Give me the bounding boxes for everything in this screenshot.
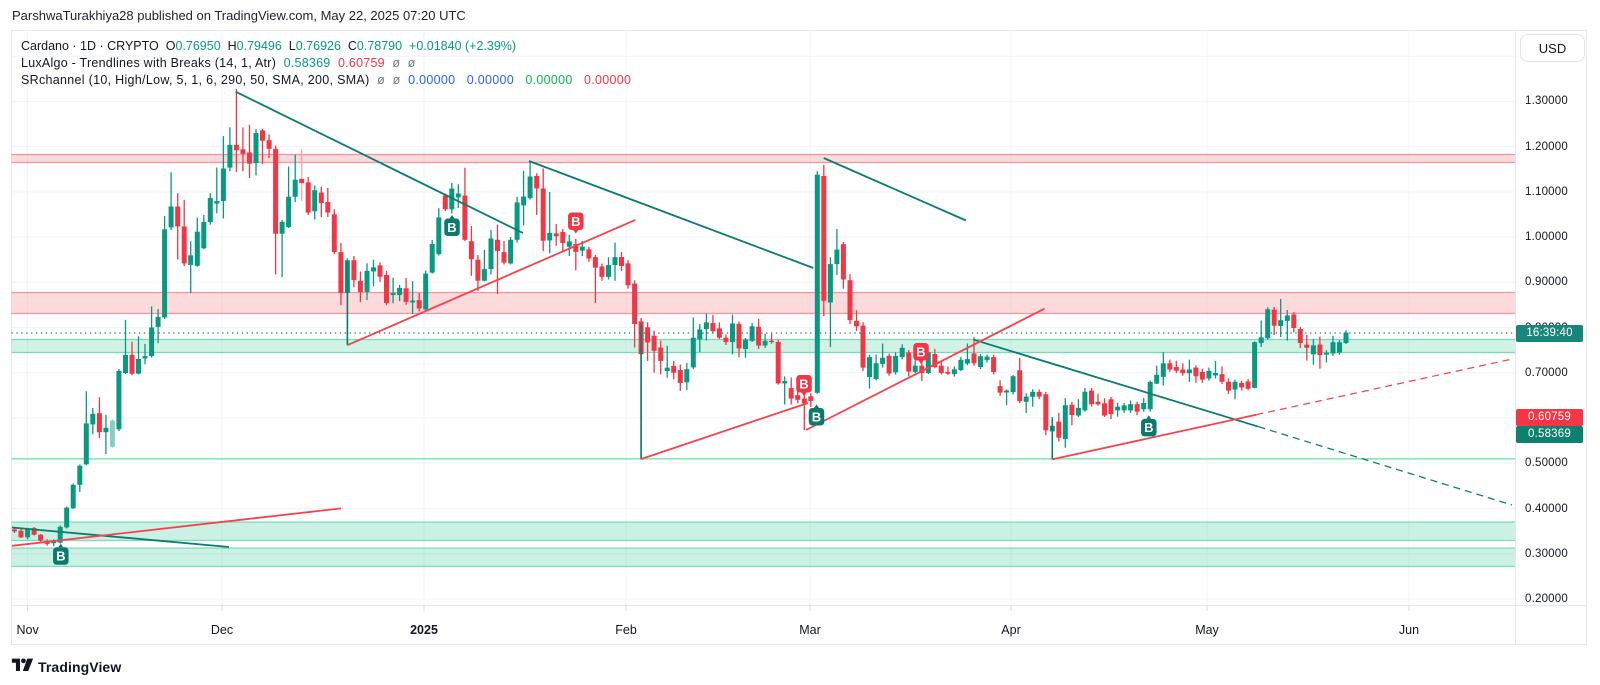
svg-text:B: B [1144, 420, 1153, 435]
svg-text:B: B [799, 376, 808, 391]
svg-text:B: B [447, 220, 456, 235]
svg-text:B: B [812, 409, 821, 424]
svg-text:B: B [56, 549, 65, 564]
svg-text:B: B [571, 214, 580, 229]
svg-text:B: B [916, 344, 925, 359]
